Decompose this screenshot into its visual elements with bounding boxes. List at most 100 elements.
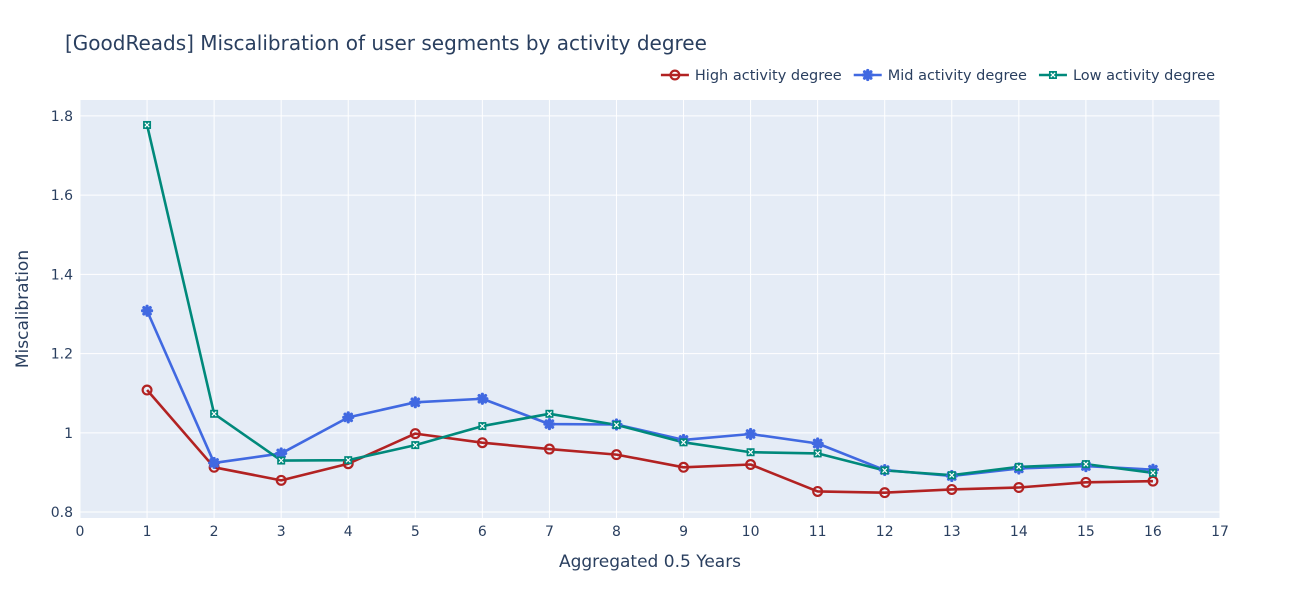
marker-shape bbox=[747, 449, 754, 455]
plot-area bbox=[80, 100, 1220, 518]
series-line-1 bbox=[146, 389, 1153, 494]
data-point-series-1 bbox=[141, 384, 153, 396]
marker-shape bbox=[812, 438, 823, 449]
x-tick-label: 7 bbox=[545, 524, 554, 540]
marker-shape bbox=[1016, 464, 1022, 470]
series-lines bbox=[145, 124, 1154, 494]
y-tick-label: 1.8 bbox=[51, 109, 73, 125]
marker-shape bbox=[678, 461, 690, 473]
data-point-series-1 bbox=[543, 443, 555, 455]
x-tick-label: 5 bbox=[411, 524, 420, 540]
x-tick-label: 15 bbox=[1077, 524, 1095, 540]
data-point-series-2 bbox=[342, 411, 355, 424]
data-point-series-1 bbox=[476, 437, 488, 449]
marker-shape bbox=[412, 442, 418, 448]
x-tick-label: 6 bbox=[478, 524, 487, 540]
marker-shape bbox=[543, 443, 555, 455]
x-tick-label: 4 bbox=[344, 524, 353, 540]
marker-shape bbox=[276, 448, 286, 459]
marker-shape bbox=[1013, 481, 1025, 493]
marker-shape bbox=[278, 457, 284, 464]
gridlines bbox=[79, 100, 1221, 518]
x-tick-label: 13 bbox=[943, 524, 961, 540]
marker-shape bbox=[949, 472, 955, 478]
data-point-series-3 bbox=[143, 120, 152, 129]
x-tick-labels: 0 1 2 3 4 5 6 7 8 9 10 11 12 13 14 15 16 17 bbox=[76, 524, 1229, 540]
data-point-series-1 bbox=[1080, 476, 1092, 488]
data-point-series-3 bbox=[210, 409, 219, 418]
x-axis-title: Aggregated 0.5 Years bbox=[559, 552, 741, 572]
data-point-series-3 bbox=[746, 448, 755, 457]
data-point-series-1 bbox=[745, 459, 757, 471]
marker-shape bbox=[815, 450, 821, 457]
x-tick-label: 8 bbox=[612, 524, 621, 540]
marker-shape bbox=[745, 429, 756, 439]
data-point-series-1 bbox=[879, 487, 891, 499]
legend-item-1: High activity degree bbox=[660, 68, 842, 84]
marker-shape bbox=[1083, 461, 1089, 467]
marker-shape bbox=[409, 428, 421, 440]
x-tick-label: 0 bbox=[76, 524, 85, 540]
marker-shape bbox=[1080, 476, 1092, 488]
data-point-series-1 bbox=[1013, 481, 1025, 493]
marker-shape bbox=[410, 397, 421, 408]
data-point-series-2 bbox=[744, 427, 757, 441]
data-point-series-3 bbox=[947, 471, 956, 480]
y-tick-label: 1 bbox=[64, 426, 73, 442]
data-point-series-3 bbox=[478, 422, 487, 431]
x-tick-label: 9 bbox=[679, 524, 688, 540]
x-tick-label: 12 bbox=[876, 524, 894, 540]
legend-swatch-marker bbox=[1048, 71, 1057, 79]
series-line-3 bbox=[145, 124, 1154, 477]
marker-shape bbox=[613, 422, 620, 428]
data-point-series-3 bbox=[277, 456, 286, 465]
data-point-series-2 bbox=[409, 396, 422, 409]
x-tick-label: 3 bbox=[277, 524, 286, 540]
legend-swatch-marker bbox=[669, 69, 681, 81]
data-point-series-2 bbox=[275, 447, 288, 460]
data-point-series-3 bbox=[1014, 462, 1023, 471]
legend: High activity degree Mid activity degree L… bbox=[660, 68, 1215, 84]
data-point-series-1 bbox=[946, 483, 958, 495]
data-point-series-2 bbox=[811, 437, 824, 450]
data-point-series-2 bbox=[543, 417, 556, 431]
legend-item-2: Mid activity degree bbox=[853, 68, 1027, 84]
y-tick-label: 0.8 bbox=[51, 505, 73, 521]
data-point-series-2 bbox=[476, 392, 489, 405]
marker-shape bbox=[544, 419, 555, 429]
legend-marker-shape bbox=[1048, 71, 1057, 79]
x-tick-label: 16 bbox=[1144, 524, 1162, 540]
marker-shape bbox=[142, 305, 152, 316]
x-tick-label: 11 bbox=[809, 524, 827, 540]
y-axis-title: Miscalibration bbox=[13, 250, 33, 368]
data-point-series-1 bbox=[812, 485, 824, 497]
marker-shape bbox=[211, 411, 217, 417]
data-point-series-1 bbox=[409, 428, 421, 440]
data-point-series-3 bbox=[679, 438, 688, 447]
legend-marker-shape bbox=[669, 69, 681, 81]
data-point-series-3 bbox=[880, 466, 889, 475]
marker-shape bbox=[610, 449, 622, 461]
marker-shape bbox=[141, 384, 153, 396]
data-point-series-2 bbox=[140, 304, 154, 317]
data-point-series-3 bbox=[813, 449, 822, 458]
data-point-series-1 bbox=[678, 461, 690, 473]
marker-shape bbox=[812, 485, 824, 497]
data-point-series-3 bbox=[545, 409, 554, 418]
marker-shape bbox=[479, 423, 485, 429]
data-point-series-1 bbox=[275, 474, 287, 486]
marker-shape bbox=[345, 457, 351, 463]
y-tick-labels: 0.8 1 1.2 1.4 1.6 1.8 bbox=[51, 109, 73, 521]
data-point-series-2 bbox=[208, 456, 221, 470]
marker-shape bbox=[1050, 72, 1056, 78]
marker-shape bbox=[669, 69, 681, 81]
series-markers bbox=[140, 120, 1160, 499]
marker-shape bbox=[680, 439, 687, 445]
marker-shape bbox=[477, 393, 488, 404]
marker-shape bbox=[476, 437, 488, 449]
x-tick-label: 10 bbox=[742, 524, 760, 540]
data-point-series-3 bbox=[411, 441, 420, 450]
marker-shape bbox=[209, 458, 219, 468]
legend-swatch-marker bbox=[861, 68, 874, 82]
